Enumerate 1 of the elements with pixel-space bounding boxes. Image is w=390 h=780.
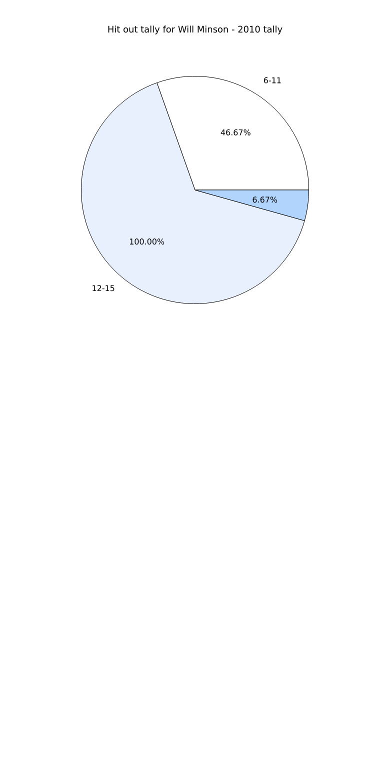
chart-title: Hit out tally for Will Minson - 2010 tally [108,26,282,34]
